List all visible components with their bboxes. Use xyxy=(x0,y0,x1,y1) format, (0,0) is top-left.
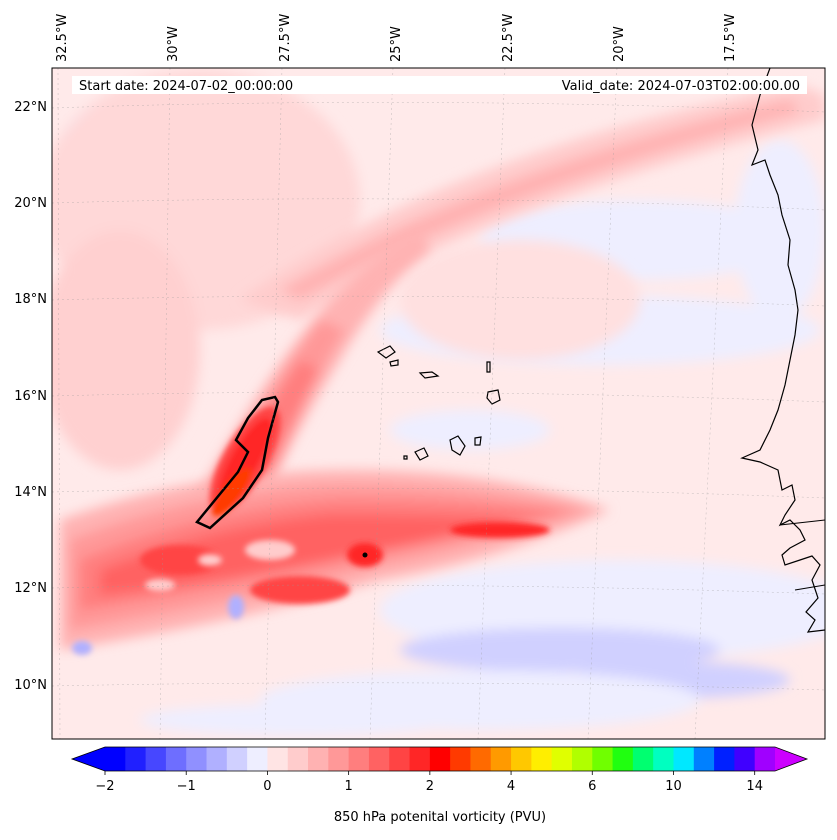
colorbar-extend-under xyxy=(72,747,105,771)
background-pv-variation xyxy=(52,70,640,470)
lon-label-27-5w: 27.5°W xyxy=(278,14,293,62)
lat-label-22n: 22°N xyxy=(14,100,47,115)
colorbar-segment xyxy=(125,747,147,771)
gambia-border xyxy=(779,519,825,526)
colorbar-segment xyxy=(754,747,776,771)
colorbar-segment xyxy=(450,747,472,771)
colorbar-segment xyxy=(389,747,411,771)
colorbar-segment xyxy=(693,747,715,771)
colorbar: −2 −1 0 1 2 4 6 10 14 850 hPa potenital vorticit… xyxy=(70,746,809,825)
lat-label-16n: 16°N xyxy=(14,389,47,404)
colorbar-segment xyxy=(308,747,329,771)
pv-contour-line xyxy=(195,395,280,530)
longitude-labels: 32.5°W 30°W 27.5°W 25°W 22.5°W 20°W 17.5… xyxy=(55,14,738,62)
lat-label-14n: 14°N xyxy=(14,485,47,500)
colorbar-segment xyxy=(267,747,289,771)
info-box xyxy=(72,76,807,94)
africa-coastline xyxy=(740,68,825,633)
colorbar-segment xyxy=(673,747,695,771)
colorbar-segment xyxy=(592,747,614,771)
pv-contour-dot xyxy=(362,552,368,558)
lon-label-32-5w: 32.5°W xyxy=(55,14,70,62)
colorbar-segment xyxy=(247,747,269,771)
colorbar-ticks: −2 −1 0 1 2 4 6 10 14 xyxy=(95,771,763,794)
colorbar-segment xyxy=(409,747,431,771)
colorbar-segment xyxy=(145,747,167,771)
colorbar-segment xyxy=(653,747,675,771)
colorbar-tick-label: 6 xyxy=(588,779,596,794)
lon-label-20w: 20°W xyxy=(612,26,627,62)
lat-label-10n: 10°N xyxy=(14,678,47,693)
lon-label-25w: 25°W xyxy=(389,26,404,62)
colorbar-segment xyxy=(531,747,553,771)
colorbar-segments xyxy=(105,747,776,771)
colorbar-extend-over xyxy=(775,747,807,771)
colorbar-tick-label: 4 xyxy=(507,779,515,794)
colorbar-tick-label: −1 xyxy=(177,779,196,794)
colorbar-segment xyxy=(470,747,492,771)
colorbar-segment xyxy=(368,747,390,771)
colorbar-segment xyxy=(206,747,228,771)
colorbar-segment xyxy=(287,747,309,771)
colorbar-tick-label: 10 xyxy=(665,779,682,794)
colorbar-segment xyxy=(328,747,350,771)
colorbar-segment xyxy=(348,747,370,771)
horizontal-pv-band xyxy=(60,470,610,650)
colorbar-tick-label: 1 xyxy=(344,779,352,794)
guinea-border xyxy=(794,584,825,591)
colorbar-segment xyxy=(612,747,634,771)
graticule xyxy=(52,68,825,739)
colorbar-segment xyxy=(571,747,593,771)
valid-date-text: Valid_date: 2024-07-03T02:00:00.00 xyxy=(562,79,800,94)
colorbar-segment xyxy=(511,747,532,771)
lon-label-22-5w: 22.5°W xyxy=(501,14,516,62)
cape-verde-islands xyxy=(376,345,501,461)
colorbar-segment xyxy=(186,747,208,771)
colorbar-segment xyxy=(632,747,654,771)
colorbar-segment xyxy=(734,747,756,771)
colorbar-title: 850 hPa potenital vorticity (PVU) xyxy=(334,810,546,825)
map-frame xyxy=(51,67,826,740)
colorbar-segment xyxy=(490,747,512,771)
colorbar-tick-label: 0 xyxy=(263,779,271,794)
lon-label-30w: 30°W xyxy=(166,26,181,62)
colorbar-tick-label: −2 xyxy=(95,779,114,794)
weak-pv-spots xyxy=(72,540,295,655)
colorbar-tick-label: 14 xyxy=(746,779,763,794)
colorbar-segment xyxy=(226,747,248,771)
lon-label-17-5w: 17.5°W xyxy=(723,14,738,62)
pv-field xyxy=(52,68,825,739)
colorbar-tick-label: 2 xyxy=(426,779,434,794)
colorbar-segment xyxy=(165,747,187,771)
start-date-text: Start date: 2024-07-02_00:00:00 xyxy=(79,79,293,94)
colorbar-segment xyxy=(429,747,451,771)
lat-label-20n: 20°N xyxy=(14,196,47,211)
colorbar-segment xyxy=(714,747,735,771)
lat-label-12n: 12°N xyxy=(14,581,47,596)
colorbar-segment xyxy=(105,747,126,771)
colorbar-segment xyxy=(551,747,573,771)
lat-label-18n: 18°N xyxy=(14,292,47,307)
latitude-labels: 22°N 20°N 18°N 16°N 14°N 12°N 10°N xyxy=(14,100,47,693)
